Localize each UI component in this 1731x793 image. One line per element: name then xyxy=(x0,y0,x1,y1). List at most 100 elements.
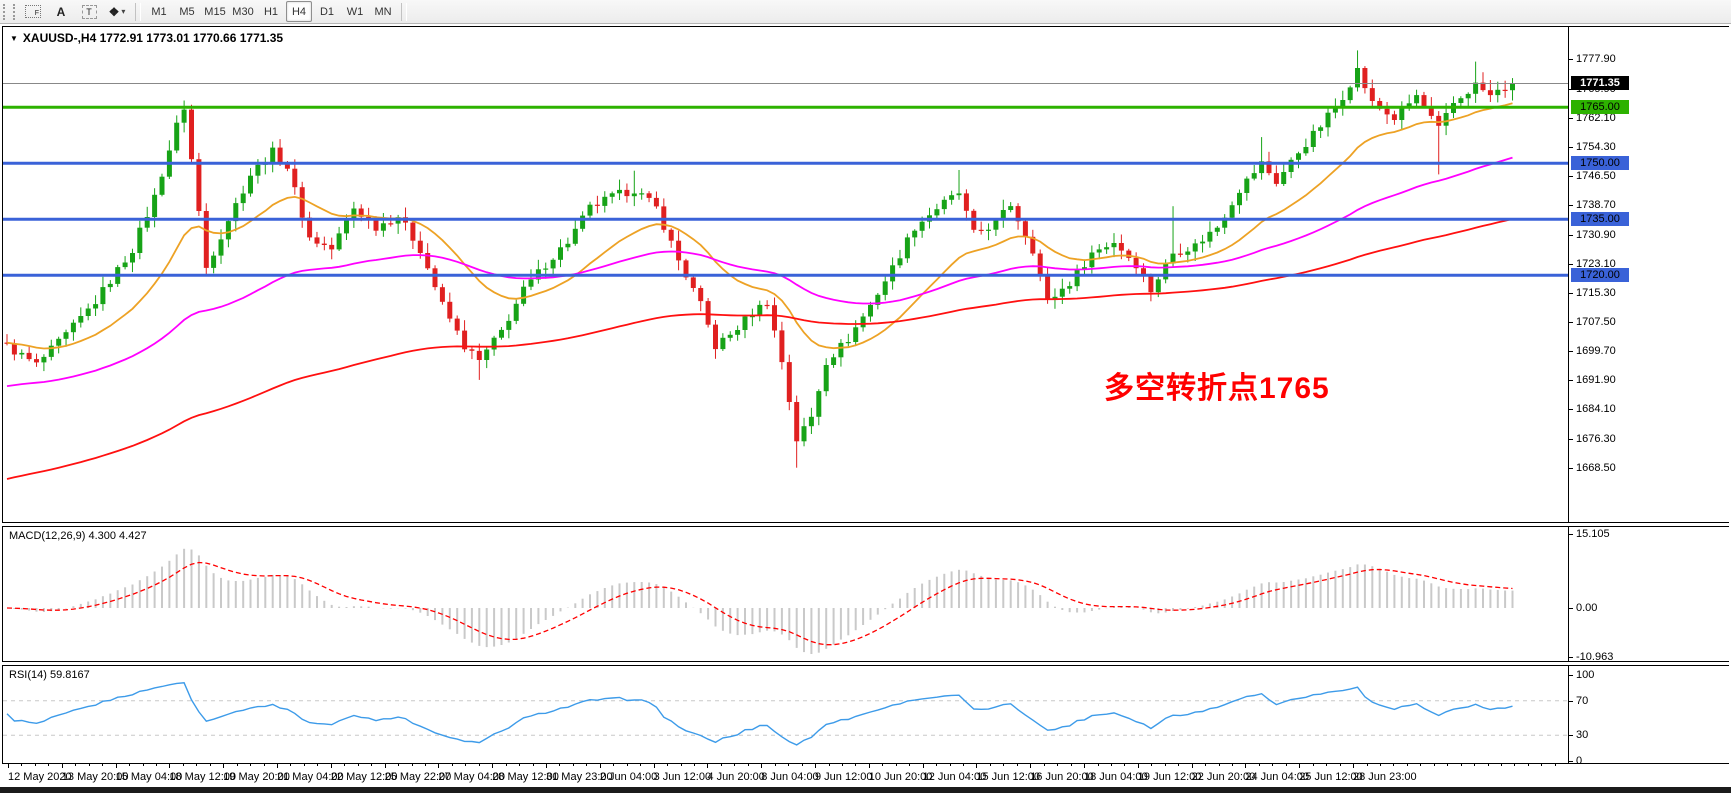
time-minor-tick xyxy=(75,764,77,766)
price-tick-label: 1762.10 xyxy=(1576,112,1616,124)
time-minor-tick xyxy=(303,764,305,766)
time-minor-tick xyxy=(613,764,615,766)
chart-title: ▼ XAUUSD-,H4 1772.91 1773.01 1770.66 177… xyxy=(10,31,283,45)
font-icon[interactable]: A xyxy=(56,4,66,19)
rsi-scale[interactable]: 100 70 30 0 xyxy=(1568,666,1729,767)
chart-plot-area[interactable] xyxy=(3,27,1568,522)
time-minor-tick xyxy=(209,764,211,766)
level-badge: 1720.00 xyxy=(1571,268,1629,282)
rsi-tick-mark xyxy=(1569,701,1573,702)
time-minor-tick xyxy=(559,764,561,766)
timeframe-button-mn[interactable]: MN xyxy=(374,5,392,18)
chart-annotation[interactable]: 多空转折点1765 xyxy=(1104,372,1330,405)
macd-tick-label: 15.105 xyxy=(1576,528,1610,540)
price-tick-mark xyxy=(1569,468,1573,469)
timeframe-button-m5[interactable]: M5 xyxy=(179,5,195,18)
rsi-plot-area[interactable] xyxy=(3,666,1568,763)
time-minor-tick xyxy=(519,764,521,766)
price-scale[interactable]: 1777.901769.901762.101754.301746.501738.… xyxy=(1568,27,1729,522)
time-minor-tick xyxy=(734,764,736,766)
price-tick-label: 1715.30 xyxy=(1576,287,1616,299)
timeframe-button-h1[interactable]: H1 xyxy=(263,5,279,18)
time-minor-tick xyxy=(1379,764,1381,766)
time-minor-tick xyxy=(1124,764,1126,766)
price-tick-mark xyxy=(1569,176,1573,177)
timeframe-button-m30[interactable]: M30 xyxy=(232,5,254,18)
price-tick-mark xyxy=(1569,322,1573,323)
time-axis-label: 28 May 12:00 xyxy=(492,771,559,783)
time-minor-tick xyxy=(989,764,991,766)
macd-plot-area[interactable] xyxy=(3,527,1568,661)
time-minor-tick xyxy=(572,764,574,766)
time-minor-tick xyxy=(1514,764,1516,766)
time-major-tick xyxy=(61,764,63,768)
time-axis-label: 9 Jun 12:00 xyxy=(815,771,873,783)
chart-menu-caret-icon[interactable]: ▼ xyxy=(10,33,18,43)
shapes-icon[interactable]: ❖ ▾ xyxy=(108,4,126,19)
time-minor-tick xyxy=(1406,764,1408,766)
price-tick-label: 1668.50 xyxy=(1576,462,1616,474)
time-major-tick xyxy=(492,764,494,768)
timeframe-button-h4[interactable]: H4 xyxy=(286,1,312,22)
price-chart-panel: 1777.901769.901762.101754.301746.501738.… xyxy=(2,26,1729,523)
time-minor-tick xyxy=(680,764,682,766)
time-minor-tick xyxy=(1554,764,1556,766)
time-minor-tick xyxy=(720,764,722,766)
time-minor-tick xyxy=(290,764,292,766)
time-major-tick xyxy=(707,764,709,768)
timeframe-button-m1[interactable]: M1 xyxy=(151,5,167,18)
time-minor-tick xyxy=(182,764,184,766)
time-minor-tick xyxy=(586,764,588,766)
time-minor-tick xyxy=(424,764,426,766)
price-tick-mark xyxy=(1569,235,1573,236)
dropdown-caret-icon[interactable]: ▾ xyxy=(121,7,126,16)
time-axis-label: 25 May 22:00 xyxy=(384,771,452,783)
time-major-tick xyxy=(815,764,816,768)
time-minor-tick xyxy=(34,764,36,766)
time-minor-tick xyxy=(357,764,359,766)
time-minor-tick xyxy=(1527,764,1529,766)
time-minor-tick xyxy=(1218,764,1220,766)
time-minor-tick xyxy=(1447,764,1449,766)
time-axis[interactable]: 12 May 2020 13 May 20:00 15 May 04:00 18 Ma… xyxy=(2,764,1729,787)
time-major-tick xyxy=(546,764,547,768)
time-minor-tick xyxy=(236,764,238,766)
time-minor-tick xyxy=(1205,764,1207,766)
toolbar-grip[interactable] xyxy=(3,3,15,20)
time-minor-tick xyxy=(505,764,507,766)
macd-tick-mark xyxy=(1569,534,1573,535)
time-minor-tick xyxy=(667,764,669,766)
timeframe-button-m15[interactable]: M15 xyxy=(204,5,226,18)
price-tick-mark xyxy=(1569,147,1573,148)
time-major-tick xyxy=(761,764,763,768)
timeframe-button-w1[interactable]: W1 xyxy=(346,5,364,18)
price-tick-label: 1684.10 xyxy=(1576,403,1616,415)
chart-title-text: XAUUSD-,H4 1772.91 1773.01 1770.66 1771.… xyxy=(22,31,284,45)
time-minor-tick xyxy=(936,764,938,766)
time-major-tick xyxy=(223,764,225,768)
time-major-tick xyxy=(976,764,978,768)
time-axis-label: 24 Jun 04:00 xyxy=(1245,771,1310,783)
time-minor-tick xyxy=(963,764,964,766)
time-major-tick xyxy=(1191,764,1193,768)
time-minor-tick xyxy=(1487,764,1489,766)
time-minor-tick xyxy=(88,764,90,766)
time-minor-tick xyxy=(909,764,911,766)
time-axis-label: 21 May 04:00 xyxy=(277,771,344,783)
price-tick-label: 1730.90 xyxy=(1576,229,1616,241)
time-minor-tick xyxy=(1110,764,1112,766)
template-f-icon[interactable]: F xyxy=(20,1,46,22)
time-major-tick xyxy=(868,764,870,768)
time-major-tick xyxy=(8,764,9,768)
level-badge: 1765.00 xyxy=(1571,100,1629,114)
time-minor-tick xyxy=(411,764,413,766)
time-minor-tick xyxy=(801,764,803,766)
text-label-icon[interactable]: T xyxy=(76,1,102,22)
time-minor-tick xyxy=(788,764,790,766)
timeframe-button-d1[interactable]: D1 xyxy=(319,5,335,18)
macd-scale[interactable]: 15.105 0.00 -10.963 xyxy=(1568,527,1729,663)
time-axis-label: 22 May 12:00 xyxy=(330,771,398,783)
time-axis-label: 12 Jun 04:00 xyxy=(922,771,987,783)
time-minor-tick xyxy=(371,764,373,766)
time-axis-label: 15 May 04:00 xyxy=(115,771,183,783)
